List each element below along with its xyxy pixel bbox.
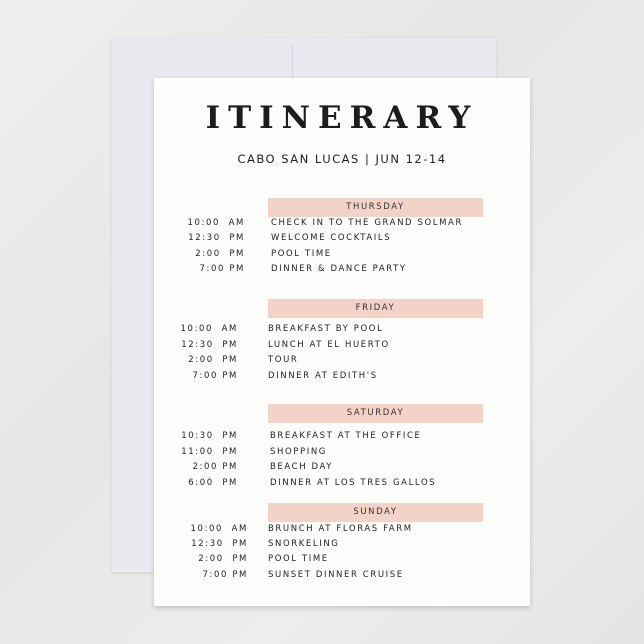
schedule-time: 2:00 PM — [195, 249, 245, 259]
schedule-time: 7:00 PM — [199, 264, 245, 274]
schedule-time: 10:00 AM — [187, 218, 245, 228]
schedule-time: 6:00 PM — [188, 478, 238, 488]
schedule-time: 10:00 AM — [190, 524, 248, 534]
schedule-event: BRUNCH AT FLORAS FARM — [268, 524, 413, 534]
schedule-event: TOUR — [268, 355, 299, 365]
schedule-time: 12:30 PM — [181, 340, 238, 350]
schedule-event: BEACH DAY — [270, 462, 334, 472]
day-header-thursday: THURSDAY — [268, 198, 483, 217]
schedule-time: 7:00 PM — [202, 570, 248, 580]
schedule-time: 2:00 PM — [198, 554, 248, 564]
schedule-event: DINNER AT EDITH'S — [268, 371, 378, 381]
schedule-event: BREAKFAST AT THE OFFICE — [270, 431, 422, 441]
schedule-time: 11:00 PM — [181, 447, 238, 457]
day-header-sunday: SUNDAY — [268, 503, 483, 522]
schedule-time: 12:30 PM — [188, 233, 245, 243]
schedule-time: 10:00 AM — [180, 324, 238, 334]
schedule-time: 7:00 PM — [192, 371, 238, 381]
itinerary-card: ITINERARY CABO SAN LUCAS | JUN 12-14 THU… — [154, 78, 530, 606]
schedule-event: POOL TIME — [268, 554, 329, 564]
schedule-time: 10:30 PM — [181, 431, 238, 441]
schedule-event: DINNER AT LOS TRES GALLOS — [270, 478, 437, 488]
schedule-event: SNORKELING — [268, 539, 340, 549]
schedule-event: CHECK IN TO THE GRAND SOLMAR — [271, 218, 463, 228]
schedule-event: SHOPPING — [270, 447, 327, 457]
schedule-event: WELCOME COCKTAILS — [271, 233, 392, 243]
schedule-event: DINNER & DANCE PARTY — [271, 264, 407, 274]
schedule-event: SUNSET DINNER CRUISE — [268, 570, 404, 580]
day-header-saturday: SATURDAY — [268, 404, 483, 423]
schedule-time: 2:00 PM — [188, 355, 238, 365]
schedule-event: BREAKFAST BY POOL — [268, 324, 384, 334]
schedule-event: LUNCH AT EL HUERTO — [268, 340, 390, 350]
envelope-flap-edge — [292, 44, 293, 78]
day-header-friday: FRIDAY — [268, 299, 483, 318]
schedule-time: 2:00 PM — [192, 462, 238, 472]
schedule-time: 12:30 PM — [191, 539, 248, 549]
card-subtitle: CABO SAN LUCAS | JUN 12-14 — [237, 152, 447, 166]
card-title: ITINERARY — [205, 100, 479, 136]
schedule-event: POOL TIME — [271, 249, 332, 259]
